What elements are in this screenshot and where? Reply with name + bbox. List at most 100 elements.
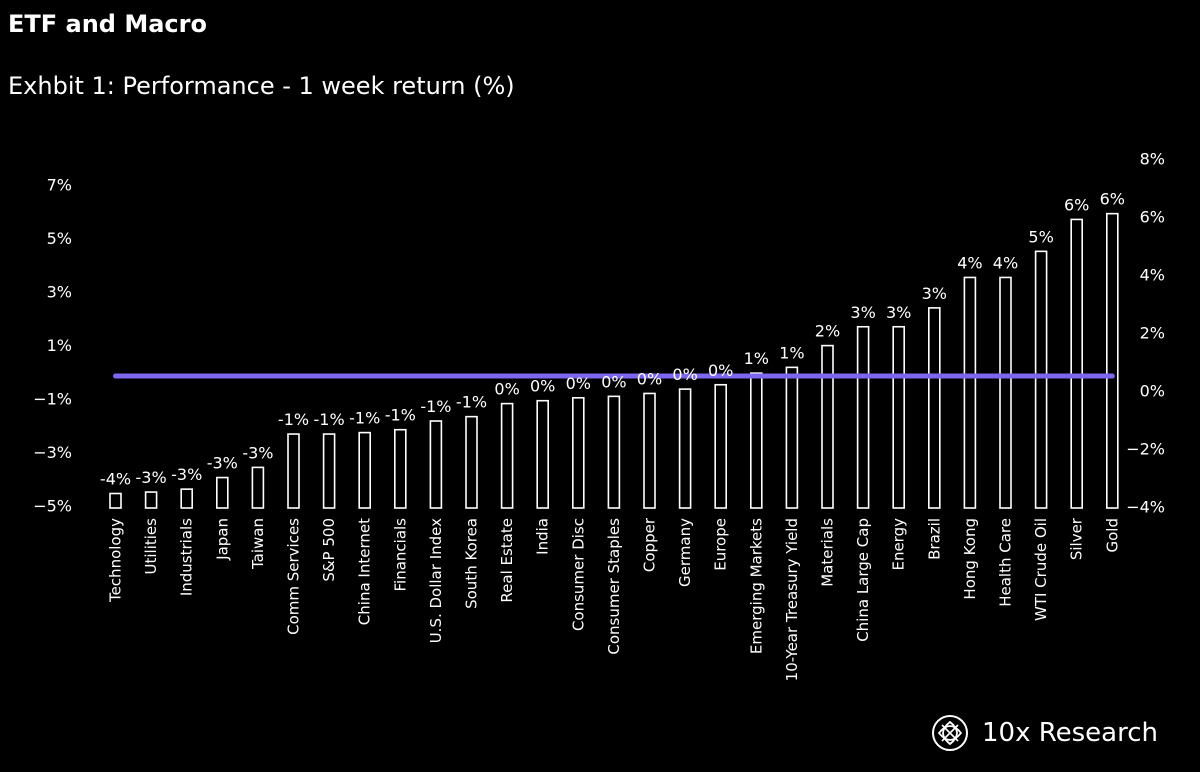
bar [714, 383, 728, 509]
x-tick-label: Gold [1103, 518, 1121, 553]
right-tick-label: 0% [1140, 382, 1165, 401]
x-tick-label: Financials [391, 518, 409, 592]
bar [322, 433, 336, 509]
data-label: -1% [314, 410, 345, 429]
bar [571, 396, 585, 509]
data-label: 4% [957, 253, 982, 272]
x-tick-label: Technology [107, 518, 125, 603]
x-tick-label: Comm Services [285, 518, 303, 635]
x-tick-label: Emerging Markets [747, 518, 765, 654]
bars-group [109, 212, 1119, 509]
brand-name: 10x Research [982, 718, 1158, 748]
x-tick-label: S&P 500 [320, 518, 338, 582]
data-label: 0% [601, 372, 626, 391]
right-tick-label: 4% [1140, 266, 1165, 285]
x-tick-label: Utilities [142, 518, 160, 575]
bar [821, 344, 834, 509]
x-tick-label: Copper [641, 517, 659, 572]
data-label: -1% [420, 397, 451, 416]
x-tick-label: India [534, 518, 552, 555]
left-tick-label: −1% [33, 389, 72, 408]
x-tick-label: Germany [676, 518, 694, 587]
data-label: -3% [242, 443, 273, 462]
right-tick-label: 2% [1140, 324, 1165, 343]
bar [1106, 212, 1119, 509]
data-label: -1% [385, 406, 416, 425]
page-title: ETF and Macro [8, 10, 207, 38]
bar [500, 402, 514, 509]
bar [287, 433, 300, 509]
data-label: -4% [100, 470, 131, 489]
bar [643, 392, 656, 509]
x-tick-label: Consumer Disc [569, 518, 587, 631]
x-tick-label: Consumer Staples [605, 518, 623, 655]
bar [927, 307, 941, 509]
right-y-axis: −4% −2% 0% 2% 4% 6% 8% [1126, 150, 1165, 517]
left-tick-label: −3% [33, 443, 72, 462]
right-tick-label: 6% [1140, 208, 1165, 227]
x-tick-label: 10-Year Treasury Yield [783, 518, 801, 681]
x-tick-label: Hong Kong [961, 518, 979, 600]
x-tick-label: U.S. Dollar Index [427, 518, 445, 643]
x-tick-label: WTI Crude Oil [1032, 518, 1050, 621]
bar [429, 420, 443, 509]
bar [251, 466, 265, 509]
bar [1070, 218, 1083, 509]
data-label: -3% [207, 454, 238, 473]
x-tick-label: Taiwan [249, 518, 267, 570]
bar [607, 395, 621, 509]
x-tick-label: China Large Cap [854, 518, 872, 642]
knot-logo-icon [932, 715, 968, 751]
x-tick-label: Brazil [925, 518, 943, 560]
right-tick-label: 8% [1140, 150, 1165, 169]
data-label: 2% [815, 322, 840, 341]
left-tick-label: 5% [47, 229, 72, 248]
bar [109, 492, 122, 509]
bar [963, 276, 977, 509]
bar [144, 491, 158, 509]
right-tick-label: −4% [1126, 498, 1165, 517]
left-tick-label: −5% [33, 497, 72, 516]
bar [358, 431, 372, 509]
right-tick-label: −2% [1126, 440, 1165, 459]
bar [785, 366, 799, 509]
chart-title: Exhbit 1: Performance - 1 week return (%… [8, 72, 515, 100]
bar [1034, 250, 1048, 509]
bar [892, 325, 906, 509]
data-label: 0% [566, 374, 591, 393]
data-label: 5% [1028, 227, 1053, 246]
left-y-axis: −5% −3% −1% 1% 3% 5% 7% [33, 175, 72, 515]
bar [536, 399, 550, 509]
bar [216, 476, 229, 509]
data-label: 0% [637, 369, 662, 388]
x-tick-label: China Internet [356, 518, 374, 625]
x-tick-label: Materials [819, 518, 837, 587]
data-label: 0% [494, 380, 519, 399]
x-axis-labels: Technology Utilities Industrials Japan Taiwa… [107, 517, 1122, 681]
data-label: 3% [886, 303, 911, 322]
x-tick-label: Silver [1068, 517, 1086, 560]
bar [856, 325, 870, 509]
left-tick-label: 3% [47, 282, 72, 301]
data-label: 4% [993, 253, 1018, 272]
bar [393, 428, 407, 509]
bar [465, 415, 478, 509]
data-label: 3% [850, 303, 875, 322]
x-tick-label: Japan [213, 518, 231, 561]
x-tick-label: Europe [712, 518, 730, 571]
data-label: 1% [744, 349, 769, 368]
x-tick-label: Real Estate [498, 518, 516, 603]
x-tick-label: South Korea [463, 518, 481, 609]
x-tick-label: Energy [890, 518, 908, 571]
data-label: 0% [530, 377, 555, 396]
brand-logo: 10x Research [930, 713, 1158, 753]
data-labels-group: -4% -3% -3%-3%-3%-1% -1% -1% -1% -1% -1%0% 0% 0% 0… [100, 190, 1125, 489]
data-label: 3% [922, 284, 947, 303]
data-label: 6% [1100, 190, 1125, 209]
bar [678, 388, 692, 509]
data-label: -1% [278, 410, 309, 429]
data-label: -1% [456, 393, 487, 412]
data-label: -3% [136, 468, 167, 487]
